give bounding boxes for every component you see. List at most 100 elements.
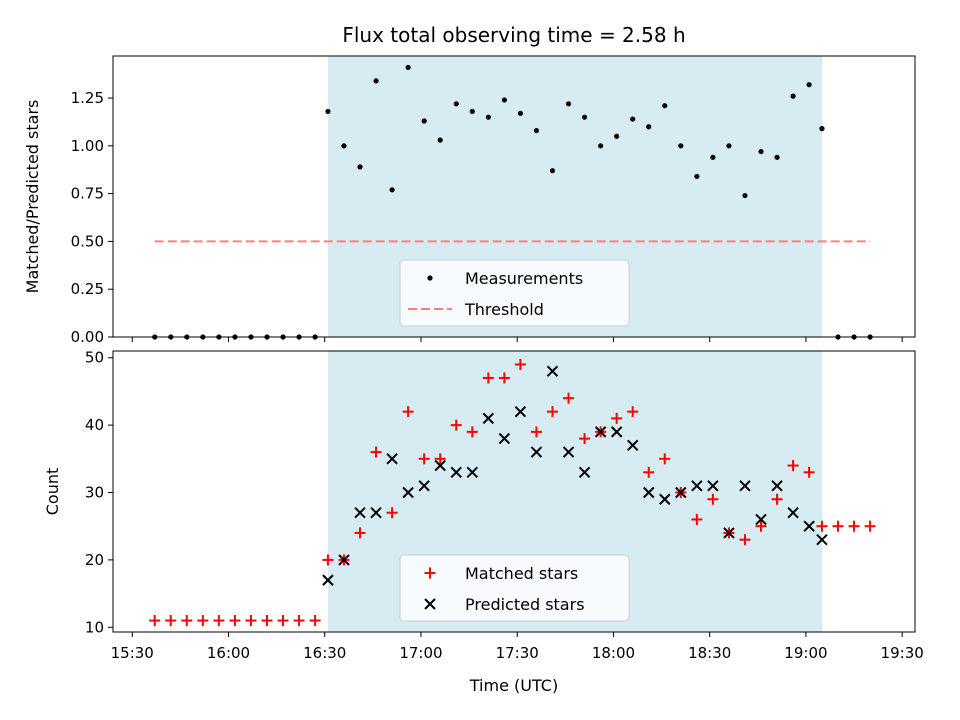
y-tick-label: 1.00 (71, 137, 104, 155)
y-tick-label: 1.25 (71, 89, 104, 107)
data-point (739, 480, 751, 492)
y-tick-label: 20 (85, 551, 104, 569)
data-point (322, 554, 334, 566)
data-point-b (787, 507, 799, 519)
data-point (864, 520, 876, 532)
data-point (739, 534, 751, 546)
panel-1: 0.00 0.25 0.50 0.75 1.00 1.25 Matched/Predicte… (23, 55, 916, 346)
x-tick-label: 16:30 (303, 644, 346, 662)
data-point (803, 520, 815, 532)
data-point (565, 101, 572, 107)
x-tick-label: 19:30 (881, 644, 924, 662)
data-point (790, 93, 796, 99)
data-point-b (498, 432, 511, 445)
data-point (563, 392, 575, 404)
data-point-b (723, 527, 735, 539)
data-point-b (434, 459, 446, 472)
data-point (213, 615, 225, 627)
legend-swatch (424, 567, 436, 579)
data-point-b (594, 426, 607, 438)
data-point (579, 433, 591, 445)
data-point (549, 168, 556, 174)
data-point-b (691, 480, 703, 492)
data-point (659, 493, 671, 505)
data-point (710, 154, 716, 160)
data-point (678, 143, 684, 149)
data-point-b (771, 480, 783, 492)
data-point (643, 466, 655, 478)
x-tick-label: 16:00 (207, 644, 250, 662)
data-point-b (610, 426, 623, 438)
data-point (402, 486, 414, 499)
data-point-b (675, 486, 687, 499)
legend: Measurements Threshold (399, 259, 630, 327)
data-point (517, 110, 524, 116)
chart-panels: 0.00 0.25 0.50 0.75 1.00 1.25 Matched/Predicte… (23, 55, 924, 662)
data-point (341, 143, 347, 149)
data-point-b (418, 480, 430, 492)
data-point (501, 97, 507, 103)
data-point (325, 108, 331, 115)
data-point (370, 446, 382, 458)
data-point (675, 486, 687, 499)
data-point (546, 406, 558, 418)
data-point (418, 453, 430, 465)
plot-frame (112, 55, 916, 338)
data-point (245, 615, 257, 627)
data-point (469, 108, 475, 115)
legend-swatch (424, 598, 436, 610)
data-point (771, 480, 783, 492)
data-point (437, 137, 443, 143)
data-point-b (626, 439, 639, 452)
data-point (707, 480, 719, 492)
data-point (774, 154, 780, 160)
data-point (662, 103, 668, 109)
legend-label: Measurements (465, 269, 583, 288)
data-point-b (354, 507, 366, 519)
data-point-b (562, 446, 575, 458)
data-point (514, 405, 527, 418)
data-point (546, 365, 559, 377)
data-point (581, 114, 588, 120)
data-point (598, 143, 604, 149)
data-point (418, 480, 430, 492)
data-point (498, 372, 510, 384)
data-point (643, 486, 655, 499)
data-point-b (338, 554, 350, 566)
legend-label: Predicted stars (465, 595, 585, 614)
data-point (646, 124, 652, 130)
data-point (389, 187, 395, 193)
data-point-b (739, 480, 751, 492)
x-axis-label: Time (UTC) (469, 676, 558, 695)
series-predicted-stars (322, 365, 828, 586)
data-point (533, 127, 540, 134)
y-tick-label: 30 (85, 484, 104, 502)
data-point (450, 419, 462, 431)
data-point (386, 453, 398, 465)
data-point (357, 164, 363, 170)
data-point (723, 527, 735, 539)
data-point (578, 466, 591, 479)
data-point (530, 446, 543, 458)
data-point (758, 148, 764, 155)
data-point (707, 493, 719, 505)
legend-box (399, 259, 630, 327)
y-tick-label: 0.00 (71, 328, 104, 346)
data-point (816, 520, 828, 532)
data-point (450, 466, 462, 479)
data-point-b (402, 486, 414, 499)
series-measurements (152, 64, 873, 340)
y-tick-label: 40 (85, 416, 104, 434)
data-point (485, 114, 491, 120)
data-point (691, 513, 703, 525)
data-point (562, 446, 575, 458)
data-point (755, 513, 767, 526)
data-point (405, 64, 411, 71)
y-axis-label: Count (43, 468, 62, 516)
data-point (848, 520, 860, 532)
legend-box (399, 554, 630, 622)
data-point (694, 173, 700, 180)
data-point (514, 358, 526, 370)
y-tick-label: 10 (85, 618, 104, 636)
